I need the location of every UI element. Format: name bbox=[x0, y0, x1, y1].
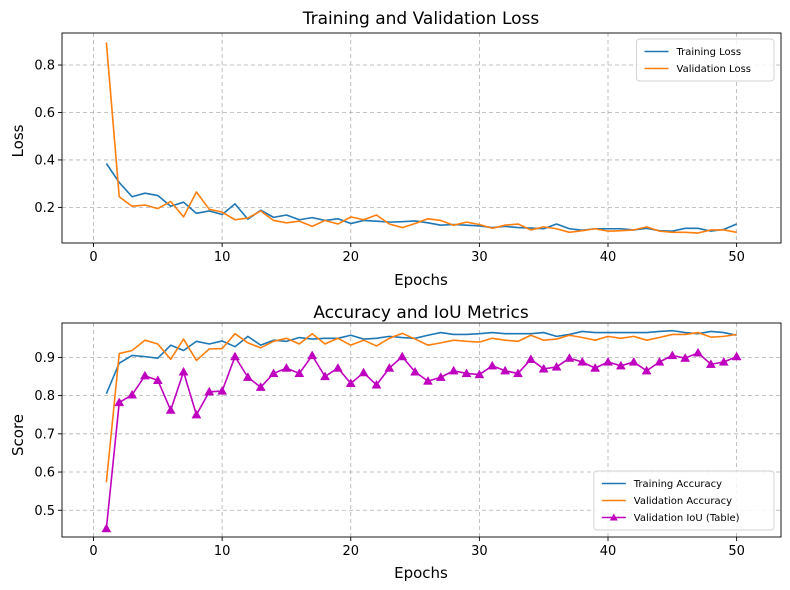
legend-box bbox=[593, 470, 775, 531]
x-tick-label: 30 bbox=[471, 250, 488, 265]
series-layer bbox=[105, 42, 737, 234]
data-point-validation-iou-table bbox=[448, 365, 459, 375]
data-point-validation-iou-table bbox=[307, 350, 318, 360]
series-line-training-accuracy bbox=[105, 329, 737, 395]
data-point-validation-iou-table bbox=[474, 369, 485, 379]
data-point-validation-iou-table bbox=[242, 372, 253, 381]
data-point-validation-iou-table bbox=[114, 397, 125, 407]
x-tick-label: 0 bbox=[89, 250, 97, 265]
data-point-validation-iou-table bbox=[641, 365, 652, 375]
x-tick-label: 20 bbox=[342, 250, 359, 265]
data-point-validation-iou-table bbox=[705, 359, 716, 368]
series-line-validation-loss bbox=[105, 42, 737, 234]
legend-box bbox=[636, 38, 775, 82]
data-point-validation-iou-table bbox=[654, 356, 665, 366]
loss-chart: Training and Validation Loss Epochs Loss… bbox=[9, 9, 782, 289]
y-tick-label: 0.6 bbox=[34, 466, 55, 481]
data-point-validation-iou-table bbox=[165, 405, 176, 414]
data-point-validation-iou-table bbox=[255, 382, 266, 391]
legend: Training Loss Validation Loss bbox=[636, 38, 775, 82]
data-point-validation-iou-table bbox=[513, 368, 523, 378]
axes-frame bbox=[61, 32, 782, 244]
x-tick-label: 20 bbox=[342, 544, 359, 559]
data-point-validation-iou-table bbox=[628, 356, 639, 366]
data-point-validation-iou-table bbox=[345, 378, 356, 388]
data-point-validation-iou-table bbox=[397, 351, 408, 361]
data-point-validation-iou-table bbox=[603, 356, 613, 366]
data-point-validation-iou-table bbox=[590, 363, 601, 372]
data-point-validation-iou-table bbox=[294, 368, 305, 378]
data-point-validation-iou-table bbox=[101, 523, 112, 533]
data-point-validation-iou-table bbox=[358, 367, 369, 377]
x-tick-label: 50 bbox=[728, 544, 745, 559]
data-point-validation-iou-table bbox=[320, 371, 330, 381]
data-point-validation-iou-table bbox=[140, 370, 150, 380]
data-point-validation-iou-table bbox=[577, 356, 588, 366]
data-point-validation-iou-table bbox=[268, 368, 279, 378]
legend: Training Accuracy Validation Accuracy Vali… bbox=[593, 470, 775, 531]
data-point-validation-iou-table bbox=[500, 365, 511, 375]
x-tick-label: 50 bbox=[728, 250, 745, 265]
data-point-validation-iou-table bbox=[384, 363, 395, 372]
series-layer bbox=[101, 329, 742, 533]
x-tick-label: 0 bbox=[89, 544, 97, 559]
data-point-validation-iou-table bbox=[152, 375, 163, 384]
x-tick-label: 10 bbox=[214, 250, 231, 265]
data-point-validation-iou-table bbox=[204, 386, 215, 396]
data-point-validation-iou-table bbox=[667, 350, 678, 360]
data-point-validation-iou-table bbox=[525, 354, 536, 363]
data-point-validation-iou-table bbox=[551, 361, 562, 371]
data-point-validation-iou-table bbox=[423, 376, 433, 385]
y-tick-label: 0.2 bbox=[34, 201, 55, 216]
y-tick-label: 0.8 bbox=[34, 389, 55, 404]
y-tick-label: 0.6 bbox=[34, 106, 55, 121]
data-point-validation-iou-table bbox=[127, 389, 138, 399]
data-point-validation-iou-table bbox=[693, 347, 703, 357]
chart-title: Accuracy and IoU Metrics bbox=[313, 303, 529, 323]
legend-label: Validation Loss bbox=[677, 64, 752, 75]
data-point-validation-iou-table bbox=[217, 386, 228, 395]
y-tick-label: 0.5 bbox=[34, 504, 55, 519]
data-point-validation-iou-table bbox=[564, 353, 575, 362]
data-point-validation-iou-table bbox=[461, 368, 472, 378]
x-tick-label: 40 bbox=[600, 544, 617, 559]
data-point-validation-iou-table bbox=[332, 363, 343, 372]
data-point-validation-iou-table bbox=[281, 363, 292, 372]
legend-marker bbox=[609, 513, 618, 521]
axes-frame bbox=[61, 322, 782, 538]
data-point-validation-iou-table bbox=[731, 351, 742, 361]
y-tick-label: 0.9 bbox=[34, 351, 55, 366]
chart-title: Training and Validation Loss bbox=[302, 9, 540, 29]
accuracy-iou-chart: Accuracy and IoU Metrics Epochs Score 0 1… bbox=[9, 303, 782, 582]
legend-label: Validation IoU (Table) bbox=[634, 513, 740, 524]
x-tick-label: 40 bbox=[600, 250, 617, 265]
y-tick-label: 0.7 bbox=[34, 427, 55, 442]
data-point-validation-iou-table bbox=[230, 351, 240, 361]
data-point-validation-iou-table bbox=[191, 409, 202, 419]
data-point-validation-iou-table bbox=[410, 366, 420, 376]
y-axis-label: Score bbox=[9, 414, 27, 456]
x-axis-label: Epochs bbox=[394, 271, 448, 289]
data-point-validation-iou-table bbox=[680, 353, 691, 362]
x-tick-label: 10 bbox=[214, 544, 231, 559]
y-axis-label: Loss bbox=[9, 124, 27, 157]
x-axis-label: Epochs bbox=[394, 564, 448, 582]
series-line-validation-accuracy bbox=[105, 331, 737, 483]
data-point-validation-iou-table bbox=[178, 366, 189, 376]
data-point-validation-iou-table bbox=[538, 363, 549, 373]
legend-label: Training Accuracy bbox=[633, 479, 722, 490]
y-tick-label: 0.4 bbox=[34, 153, 55, 168]
data-point-validation-iou-table bbox=[371, 379, 382, 389]
data-point-validation-iou-table bbox=[718, 356, 729, 366]
x-tick-label: 30 bbox=[471, 544, 488, 559]
data-point-validation-iou-table bbox=[435, 372, 446, 381]
legend-label: Training Loss bbox=[676, 47, 742, 58]
data-point-validation-iou-table bbox=[487, 360, 498, 370]
y-tick-label: 0.8 bbox=[34, 59, 55, 74]
legend-label: Validation Accuracy bbox=[634, 496, 732, 507]
data-point-validation-iou-table bbox=[615, 360, 626, 370]
